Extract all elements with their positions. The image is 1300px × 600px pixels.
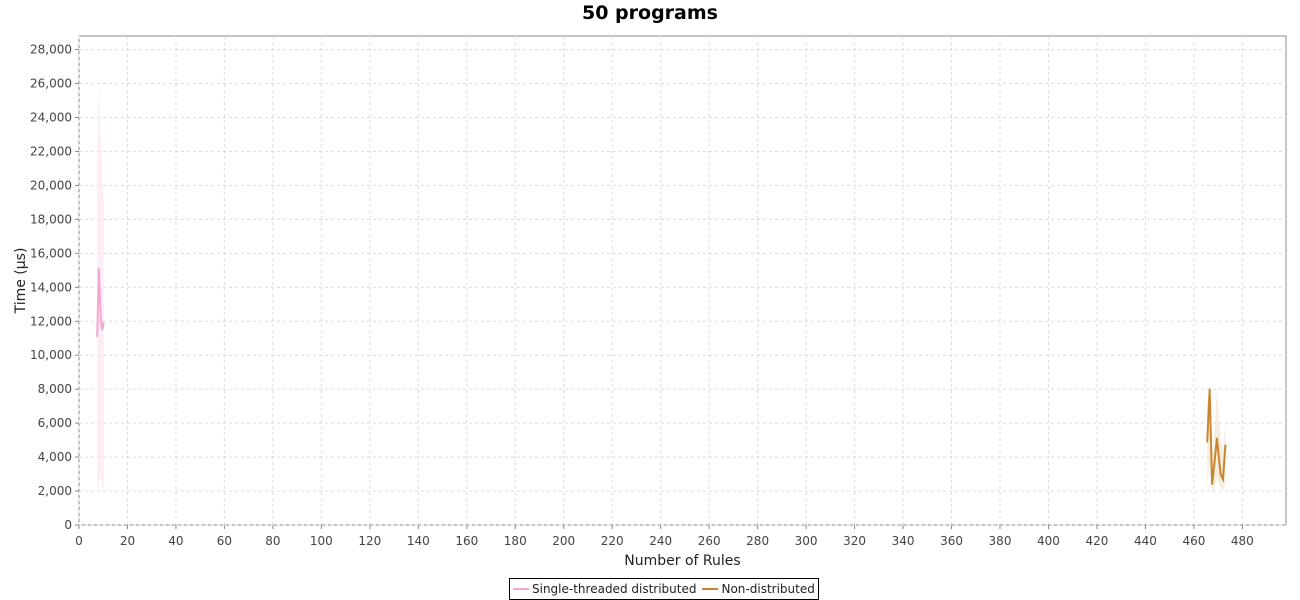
series-point-1 xyxy=(1222,478,1224,480)
x-tick-label: 300 xyxy=(795,534,818,548)
y-tick-label: 6,000 xyxy=(38,416,72,430)
x-tick-label: 140 xyxy=(407,534,430,548)
x-tick-label: 320 xyxy=(843,534,866,548)
series-point-1 xyxy=(1213,461,1216,463)
x-tick-label: 60 xyxy=(217,534,232,548)
x-axis-title: Number of Rules xyxy=(624,553,740,569)
chart-title: 50 programs xyxy=(582,2,718,24)
y-tick-label: 22,000 xyxy=(30,144,72,158)
y-tick-label: 18,000 xyxy=(30,212,72,226)
y-tick-label: 26,000 xyxy=(30,77,72,91)
x-tick-label: 200 xyxy=(552,534,575,548)
y-tick-label: 12,000 xyxy=(30,314,72,328)
x-tick-label: 0 xyxy=(75,534,83,548)
x-tick-label: 420 xyxy=(1085,534,1108,548)
series-point-1 xyxy=(1208,388,1211,390)
y-tick-label: 2,000 xyxy=(38,484,72,498)
x-tick-label: 100 xyxy=(310,534,333,548)
series-point-1 xyxy=(1219,473,1222,475)
x-tick-label: 120 xyxy=(358,534,381,548)
x-tick-label: 280 xyxy=(746,534,769,548)
series-line-1 xyxy=(1206,389,1227,485)
y-tick-label: 10,000 xyxy=(30,348,72,362)
legend-item-non-distributed: Non-distributed xyxy=(702,582,815,596)
series-point-0 xyxy=(102,322,105,324)
plot-frame xyxy=(78,35,1287,526)
series-point-0 xyxy=(98,267,100,270)
x-tick-label: 340 xyxy=(892,534,915,548)
x-tick-label: 360 xyxy=(940,534,963,548)
x-tick-label: 220 xyxy=(601,534,624,548)
y-axis-ticks: 0 2,000 4,000 6,000 8,000 10,000 12,000 14,000 1… xyxy=(30,43,79,532)
series-point-1 xyxy=(1216,437,1218,440)
x-tick-label: 80 xyxy=(265,534,280,548)
x-axis-ticks: 0 20 40 60 80 100 120 140 160 180 200 220 240 260 280 3… xyxy=(75,525,1254,548)
legend-item-single-threaded: Single-threaded distributed xyxy=(513,582,696,596)
legend: Single-threaded distributed Non-distribu… xyxy=(509,578,819,600)
x-tick-label: 480 xyxy=(1231,534,1254,548)
x-tick-label: 400 xyxy=(1037,534,1060,548)
series-point-0 xyxy=(100,318,102,321)
y-tick-label: 28,000 xyxy=(30,43,72,57)
legend-swatch-single-threaded xyxy=(513,588,529,590)
x-tick-label: 380 xyxy=(989,534,1012,548)
series-point-0 xyxy=(96,335,98,338)
series-point-0 xyxy=(101,328,104,331)
x-tick-label: 460 xyxy=(1182,534,1205,548)
x-tick-label: 260 xyxy=(698,534,721,548)
y-tick-label: 20,000 xyxy=(30,178,72,192)
series-lines xyxy=(96,267,1227,486)
legend-label-single-threaded: Single-threaded distributed xyxy=(532,582,697,596)
x-tick-label: 20 xyxy=(120,534,135,548)
series-point-1 xyxy=(1206,441,1209,443)
y-axis-title: Time (µs) xyxy=(13,248,29,315)
x-tick-label: 40 xyxy=(168,534,183,548)
x-tick-label: 180 xyxy=(504,534,527,548)
y-tick-label: 0 xyxy=(64,518,72,532)
y-tick-label: 24,000 xyxy=(30,111,72,125)
series-point-1 xyxy=(1211,483,1213,486)
y-tick-label: 8,000 xyxy=(38,382,72,396)
y-tick-label: 16,000 xyxy=(30,246,72,260)
y-tick-label: 14,000 xyxy=(30,280,72,294)
x-tick-label: 440 xyxy=(1134,534,1157,548)
y-tick-label: 4,000 xyxy=(38,450,72,464)
x-tick-label: 240 xyxy=(649,534,672,548)
series-point-1 xyxy=(1224,444,1227,446)
legend-swatch-non-distributed xyxy=(702,588,719,590)
legend-label-non-distributed: Non-distributed xyxy=(721,582,815,596)
x-tick-label: 160 xyxy=(455,534,478,548)
